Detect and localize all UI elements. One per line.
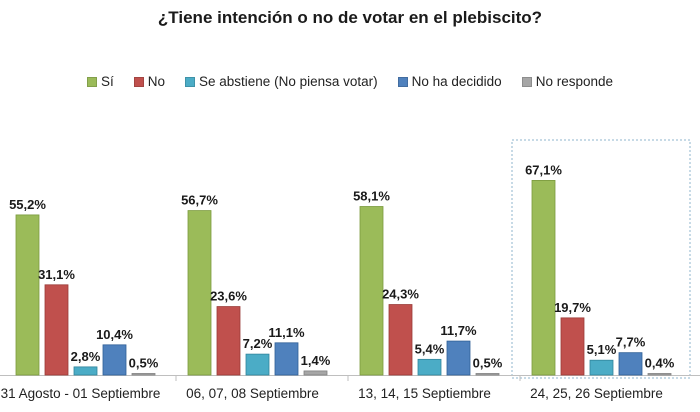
data-label: 0,5%	[473, 356, 503, 371]
bar	[647, 373, 672, 376]
legend-label: No responde	[535, 74, 614, 89]
data-label: 56,7%	[181, 193, 218, 208]
data-label: 2,8%	[71, 349, 101, 364]
legend-label: Se abstiene (No piensa votar)	[199, 74, 378, 89]
data-label: 55,2%	[9, 197, 46, 212]
x-tick-label: 06, 07, 08 Septiembre	[186, 386, 319, 401]
legend-item: Se abstiene (No piensa votar)	[185, 74, 378, 89]
bar	[417, 358, 442, 376]
data-label: 23,6%	[210, 289, 247, 304]
data-label: 7,2%	[243, 336, 273, 351]
legend-swatch	[521, 76, 532, 87]
legend-item: No responde	[521, 74, 614, 89]
legend-item: Sí	[86, 74, 114, 89]
bar	[216, 306, 241, 376]
legend-label: No ha decidido	[411, 74, 502, 89]
data-label: 5,1%	[587, 342, 617, 357]
bar	[531, 180, 556, 376]
x-tick-label: 24, 25, 26 Septiembre	[530, 386, 663, 401]
legend-item: No	[133, 74, 166, 89]
bar	[560, 317, 585, 376]
data-label: 1,4%	[301, 353, 331, 368]
bar	[303, 370, 328, 376]
data-label: 0,5%	[129, 356, 159, 371]
bar	[388, 304, 413, 376]
bar	[102, 344, 127, 376]
data-label: 31,1%	[38, 267, 75, 282]
data-label: 58,1%	[353, 189, 390, 204]
bar	[131, 373, 156, 376]
legend-swatch	[86, 76, 97, 87]
bar	[618, 352, 643, 376]
bar	[187, 210, 212, 376]
legend-swatch	[397, 76, 408, 87]
bar	[274, 342, 299, 376]
x-tick-label: 31 Agosto - 01 Septiembre	[1, 386, 161, 401]
x-tick-label: 13, 14, 15 Septiembre	[358, 386, 491, 401]
data-label: 24,3%	[382, 287, 419, 302]
data-label: 11,1%	[268, 325, 305, 340]
bar	[446, 340, 471, 376]
chart-title: ¿Tiene intención o no de votar en el ple…	[157, 8, 543, 27]
legend-label: Sí	[100, 74, 114, 89]
legend-swatch	[133, 76, 144, 87]
bar	[359, 206, 384, 376]
bar	[245, 353, 270, 376]
legend-swatch	[185, 76, 196, 87]
bar	[44, 284, 69, 376]
data-label: 0,4%	[645, 356, 675, 371]
data-label: 10,4%	[96, 327, 133, 342]
bar	[475, 373, 500, 376]
data-label: 67,1%	[525, 162, 562, 177]
bar	[73, 366, 98, 376]
data-label: 7,7%	[616, 335, 646, 350]
data-label: 5,4%	[415, 341, 445, 356]
data-label: 19,7%	[554, 300, 591, 315]
bar	[589, 359, 614, 376]
bar	[15, 214, 40, 376]
legend-label: No	[147, 74, 166, 89]
highlight-box	[511, 139, 691, 379]
legend-item: No ha decidido	[397, 74, 502, 89]
legend: Sí No Se abstiene (No piensa votar) No ha d…	[0, 74, 700, 89]
data-label: 11,7%	[440, 323, 477, 338]
